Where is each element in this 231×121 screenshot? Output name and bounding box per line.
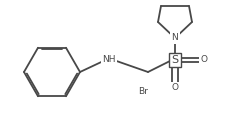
- Text: S: S: [171, 55, 179, 65]
- Text: Br: Br: [138, 87, 148, 97]
- Text: O: O: [171, 83, 179, 92]
- Text: NH: NH: [102, 56, 116, 64]
- Text: N: N: [172, 34, 178, 42]
- Text: O: O: [201, 56, 207, 64]
